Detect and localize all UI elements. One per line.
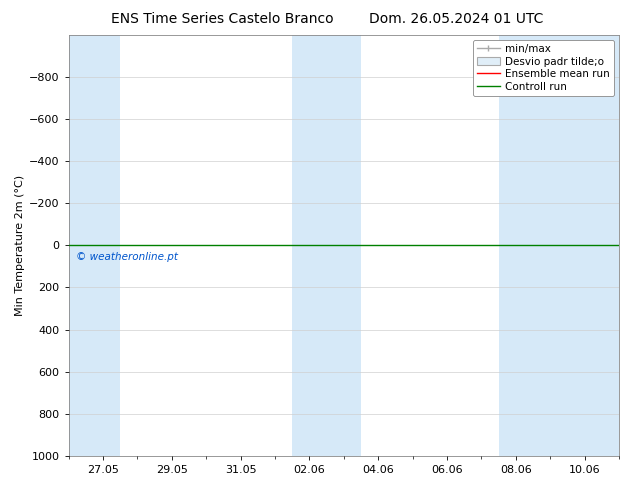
Legend: min/max, Desvio padr tilde;o, Ensemble mean run, Controll run: min/max, Desvio padr tilde;o, Ensemble m… — [472, 40, 614, 96]
Text: © weatheronline.pt: © weatheronline.pt — [75, 251, 178, 262]
Bar — [498, 35, 619, 456]
Bar — [68, 35, 120, 456]
Text: Dom. 26.05.2024 01 UTC: Dom. 26.05.2024 01 UTC — [369, 12, 544, 26]
Bar — [292, 35, 361, 456]
Text: ENS Time Series Castelo Branco: ENS Time Series Castelo Branco — [110, 12, 333, 26]
Y-axis label: Min Temperature 2m (°C): Min Temperature 2m (°C) — [15, 175, 25, 316]
